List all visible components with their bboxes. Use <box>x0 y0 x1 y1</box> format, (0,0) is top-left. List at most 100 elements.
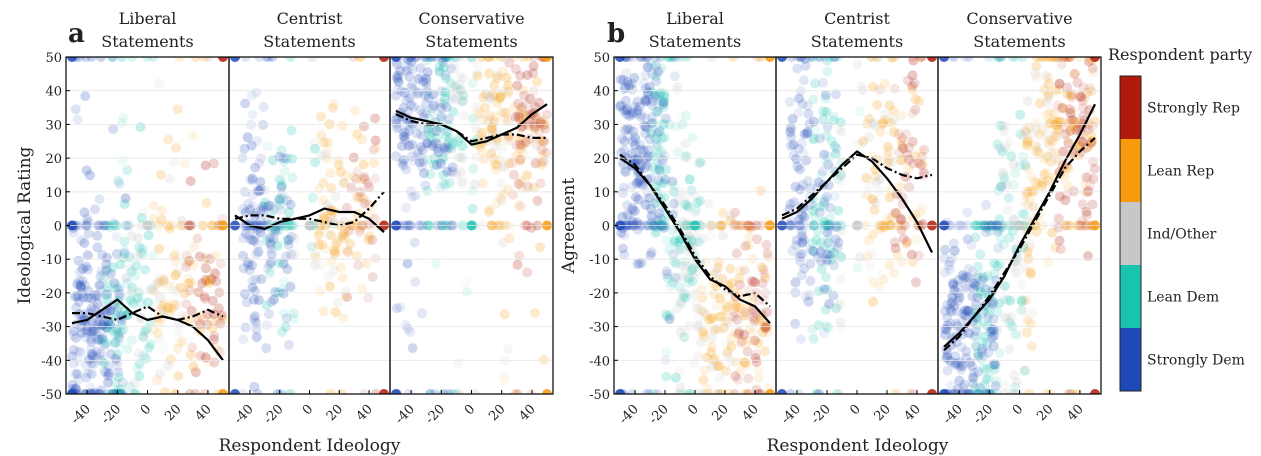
scatter-point <box>791 235 802 246</box>
scatter-point <box>966 240 977 250</box>
scatter-point <box>962 234 973 245</box>
scatter-point <box>620 105 631 116</box>
scatter-point <box>237 389 248 394</box>
scatter-point <box>635 57 646 62</box>
scatter-point <box>110 337 120 348</box>
scatter-point <box>445 57 456 62</box>
scatter-point <box>831 222 842 233</box>
scatter-point <box>832 389 842 394</box>
scatter-point <box>1008 179 1019 190</box>
scatter-point <box>526 389 537 394</box>
scatter-point <box>200 276 211 287</box>
scatter-point <box>73 346 84 357</box>
scatter-point <box>651 89 662 100</box>
scatter-point <box>992 261 1003 272</box>
scatter-point <box>962 306 973 317</box>
scatter-point <box>483 115 494 125</box>
scatter-point <box>629 154 640 165</box>
scatter-point <box>892 249 903 260</box>
scatter-point <box>1009 370 1019 381</box>
scatter-point <box>1011 57 1022 62</box>
scatter-point <box>738 310 749 321</box>
scatter-point <box>446 142 457 153</box>
scatter-point <box>750 277 761 288</box>
scatter-point <box>128 298 139 309</box>
y-tick-label: -20 <box>589 287 610 302</box>
scatter-point <box>185 315 196 326</box>
scatter-point <box>868 229 879 240</box>
scatter-point <box>510 64 521 75</box>
scatter-point <box>1075 147 1086 158</box>
scatter-point <box>1063 57 1074 62</box>
scatter-point <box>961 346 972 357</box>
scatter-point <box>283 240 294 250</box>
scatter-point <box>958 273 969 284</box>
scatter-point <box>734 279 745 290</box>
scatter-point <box>981 374 992 385</box>
scatter-point <box>739 329 749 340</box>
scatter-point <box>655 57 666 62</box>
scatter-point <box>453 358 463 369</box>
scatter-point <box>209 267 220 278</box>
scatter-point <box>985 226 996 237</box>
scatter-point <box>488 153 499 164</box>
scatter-point <box>1050 120 1061 131</box>
scatter-point <box>647 100 658 111</box>
scatter-point <box>255 227 266 238</box>
scatter-point <box>81 325 92 336</box>
scatter-point <box>420 180 431 191</box>
scatter-point <box>404 140 415 151</box>
scatter-point <box>496 57 507 62</box>
scatter-point <box>103 316 114 327</box>
scatter-point <box>616 227 627 238</box>
scatter-point <box>816 169 827 180</box>
y-tick-label: 10 <box>45 186 62 201</box>
scatter-point <box>988 325 999 335</box>
scatter-point <box>817 216 828 227</box>
scatter-point <box>803 108 814 119</box>
scatter-point <box>961 389 971 394</box>
scatter-point <box>994 214 1005 225</box>
scatter-point <box>322 153 333 164</box>
scatter-point <box>983 372 994 383</box>
scatter-point <box>155 368 165 379</box>
scatter-point <box>896 215 907 225</box>
scatter-point <box>118 252 129 263</box>
scatter-point <box>90 204 100 215</box>
scatter-point <box>675 296 686 307</box>
scatter-point <box>821 191 832 202</box>
scatter-point <box>437 57 448 67</box>
scatter-point <box>731 357 742 368</box>
scatter-point <box>658 97 669 108</box>
scatter-point <box>784 204 795 215</box>
scatter-point <box>1072 117 1083 128</box>
x-tick-label: -20 <box>99 402 124 427</box>
scatter-point <box>675 112 686 123</box>
scatter-point <box>252 185 263 196</box>
y-tick-label: 0 <box>54 220 62 235</box>
scatter-point <box>467 78 478 89</box>
scatter-point <box>144 342 154 353</box>
scatter-point <box>729 389 740 394</box>
scatter-point <box>870 197 881 208</box>
scatter-point <box>999 174 1010 185</box>
scatter-point <box>497 66 508 77</box>
scatter-point <box>755 389 766 394</box>
scatter-point <box>753 364 764 375</box>
scatter-point <box>185 349 196 360</box>
scatter-point <box>210 342 221 352</box>
scatter-point <box>871 57 882 62</box>
scatter-point <box>369 157 380 168</box>
scatter-point <box>67 351 78 362</box>
scatter-point <box>84 354 94 365</box>
scatter-point <box>263 200 274 211</box>
scatter-point <box>908 57 919 66</box>
scatter-point <box>643 151 654 162</box>
scatter-point <box>206 274 217 284</box>
scatter-point <box>487 127 498 137</box>
scatter-point <box>88 326 99 336</box>
scatter-point <box>478 154 489 165</box>
scatter-point <box>805 57 816 62</box>
scatter-point <box>746 221 757 232</box>
scatter-point <box>797 99 808 110</box>
